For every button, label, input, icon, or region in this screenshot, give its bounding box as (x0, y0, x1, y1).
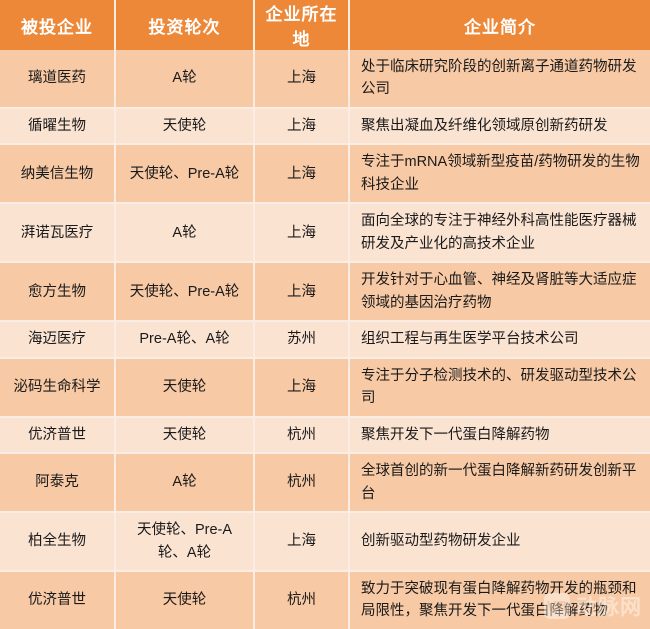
cell-company: 优济普世 (0, 417, 115, 453)
cell-round: 天使轮 (115, 108, 254, 144)
cell-desc: 致力于突破现有蛋白降解药物开发的瓶颈和局限性，聚焦开发下一代蛋白降解药物 (349, 571, 650, 629)
column-header-desc: 企业简介 (349, 0, 650, 50)
cell-location: 苏州 (254, 321, 349, 357)
column-header-round: 投资轮次 (115, 0, 254, 50)
cell-round: A轮 (115, 203, 254, 262)
cell-round: 天使轮 (115, 417, 254, 453)
cell-company: 愈方生物 (0, 262, 115, 321)
cell-company: 循曜生物 (0, 108, 115, 144)
cell-round: 天使轮、Pre-A轮、A轮 (115, 512, 254, 571)
cell-desc: 创新驱动型药物研发企业 (349, 512, 650, 571)
cell-location: 杭州 (254, 571, 349, 629)
cell-company: 璃道医药 (0, 50, 115, 108)
cell-company: 柏全生物 (0, 512, 115, 571)
cell-round: 天使轮 (115, 571, 254, 629)
cell-round: 天使轮 (115, 358, 254, 417)
cell-company: 湃诺瓦医疗 (0, 203, 115, 262)
cell-location: 上海 (254, 512, 349, 571)
cell-location: 上海 (254, 108, 349, 144)
cell-location: 上海 (254, 144, 349, 203)
cell-location: 上海 (254, 358, 349, 417)
cell-desc: 组织工程与再生医学平台技术公司 (349, 321, 650, 357)
column-header-company: 被投企业 (0, 0, 115, 50)
cell-company: 优济普世 (0, 571, 115, 629)
cell-desc: 专注于分子检测技术的、研发驱动型技术公司 (349, 358, 650, 417)
cell-company: 泌码生命科学 (0, 358, 115, 417)
cell-desc: 处于临床研究阶段的创新离子通道药物研发公司 (349, 50, 650, 108)
cell-round: 天使轮、Pre-A轮 (115, 144, 254, 203)
table-row: 泌码生命科学天使轮上海专注于分子检测技术的、研发驱动型技术公司 (0, 358, 650, 417)
cell-desc: 面向全球的专注于神经外科高性能医疗器械研发及产业化的高技术企业 (349, 203, 650, 262)
cell-round: A轮 (115, 50, 254, 108)
cell-location: 上海 (254, 50, 349, 108)
table-row: 优济普世天使轮杭州聚焦开发下一代蛋白降解药物 (0, 417, 650, 453)
cell-desc: 聚焦出凝血及纤维化领域原创新药研发 (349, 108, 650, 144)
cell-location: 杭州 (254, 417, 349, 453)
cell-round: 天使轮、Pre-A轮 (115, 262, 254, 321)
table-row: 愈方生物天使轮、Pre-A轮上海开发针对于心血管、神经及肾脏等大适应症领域的基因… (0, 262, 650, 321)
cell-desc: 专注于mRNA领域新型疫苗/药物研发的生物科技企业 (349, 144, 650, 203)
table-header-row: 被投企业 投资轮次 企业所在地 企业简介 (0, 0, 650, 50)
cell-location: 上海 (254, 203, 349, 262)
cell-location: 杭州 (254, 453, 349, 512)
table-row: 优济普世天使轮杭州致力于突破现有蛋白降解药物开发的瓶颈和局限性，聚焦开发下一代蛋… (0, 571, 650, 629)
cell-desc: 开发针对于心血管、神经及肾脏等大适应症领域的基因治疗药物 (349, 262, 650, 321)
table-row: 纳美信生物天使轮、Pre-A轮上海专注于mRNA领域新型疫苗/药物研发的生物科技… (0, 144, 650, 203)
cell-round: Pre-A轮、A轮 (115, 321, 254, 357)
table-row: 柏全生物天使轮、Pre-A轮、A轮上海创新驱动型药物研发企业 (0, 512, 650, 571)
cell-company: 阿泰克 (0, 453, 115, 512)
cell-desc: 聚焦开发下一代蛋白降解药物 (349, 417, 650, 453)
cell-desc: 全球首创的新一代蛋白降解新药研发创新平台 (349, 453, 650, 512)
cell-company: 海迈医疗 (0, 321, 115, 357)
table-row: 循曜生物天使轮上海聚焦出凝血及纤维化领域原创新药研发 (0, 108, 650, 144)
cell-round: A轮 (115, 453, 254, 512)
cell-company: 纳美信生物 (0, 144, 115, 203)
column-header-location: 企业所在地 (254, 0, 349, 50)
table-header: 被投企业 投资轮次 企业所在地 企业简介 (0, 0, 650, 50)
cell-location: 上海 (254, 262, 349, 321)
